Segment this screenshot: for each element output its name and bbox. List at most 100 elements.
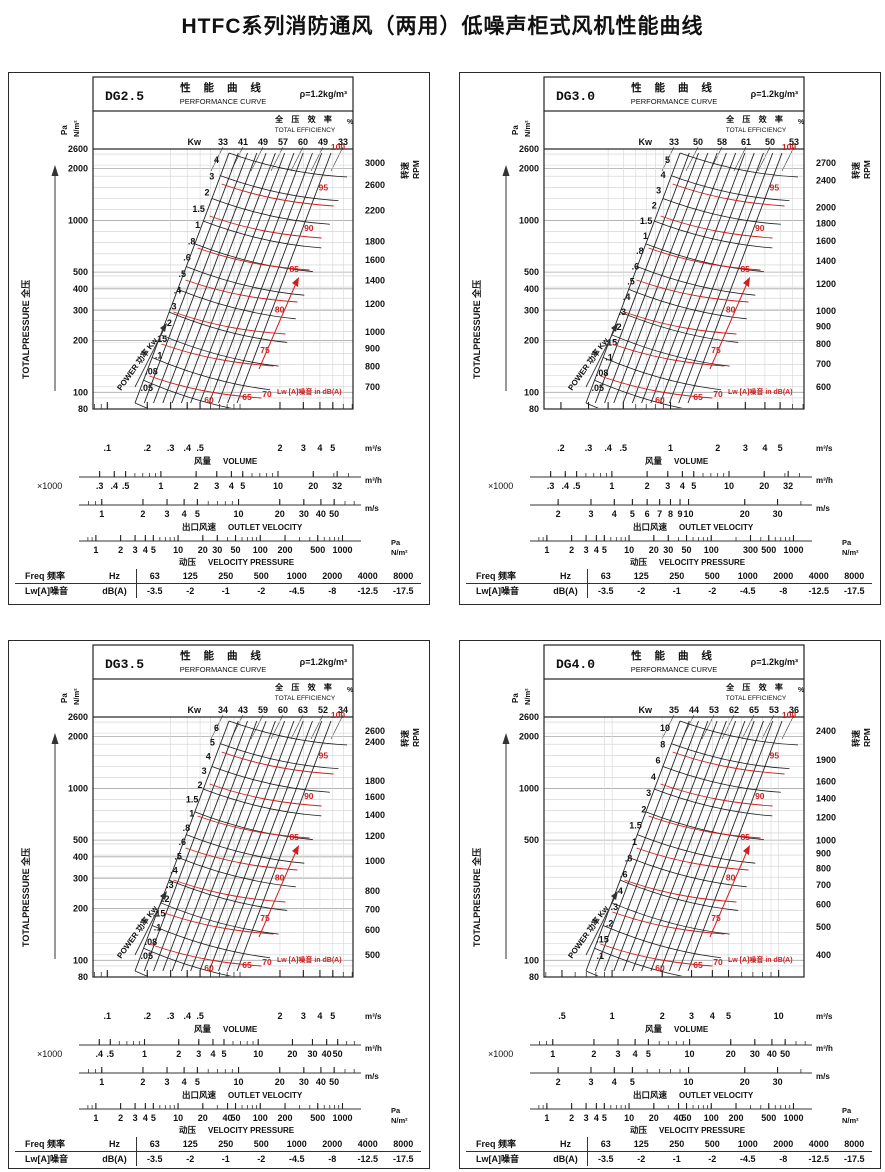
svg-text:500: 500 — [365, 950, 380, 960]
svg-text:2600: 2600 — [519, 712, 539, 722]
svg-text:.4: .4 — [96, 1049, 104, 1059]
svg-text:1: 1 — [550, 1049, 555, 1059]
svg-text:300: 300 — [743, 545, 758, 555]
svg-text:200: 200 — [729, 1113, 744, 1123]
svg-text:.4: .4 — [183, 1011, 191, 1021]
svg-text:2000: 2000 — [68, 732, 88, 742]
svg-text:20: 20 — [198, 545, 208, 555]
noise-correction-cell: -8 — [328, 586, 337, 596]
svg-text:43: 43 — [238, 705, 248, 715]
svg-text:5: 5 — [221, 1049, 226, 1059]
svg-text:10: 10 — [684, 509, 694, 519]
svg-text:5: 5 — [665, 155, 670, 165]
svg-text:30: 30 — [307, 1049, 317, 1059]
svg-text:5: 5 — [778, 443, 783, 453]
svg-text:.5: .5 — [620, 443, 628, 453]
svg-text:.4: .4 — [604, 443, 612, 453]
svg-text:1400: 1400 — [816, 793, 836, 803]
svg-text:2: 2 — [277, 1011, 282, 1021]
svg-text:10: 10 — [685, 1049, 695, 1059]
svg-text:57: 57 — [278, 137, 288, 147]
svg-text:20: 20 — [275, 1077, 285, 1087]
svg-text:85: 85 — [289, 832, 299, 842]
svg-text:5: 5 — [330, 1011, 335, 1021]
svg-text:出口风速: 出口风速 — [633, 522, 668, 532]
svg-text:m³/s: m³/s — [365, 1012, 382, 1021]
svg-text:200: 200 — [73, 336, 88, 346]
svg-text:.8: .8 — [636, 246, 644, 256]
svg-text:53: 53 — [709, 705, 719, 715]
svg-text:7: 7 — [657, 509, 662, 519]
svg-text:40: 40 — [322, 1049, 332, 1059]
svg-text:%: % — [798, 119, 805, 126]
svg-text:50: 50 — [231, 545, 241, 555]
svg-text:DG3.0: DG3.0 — [556, 89, 595, 104]
noise-correction-cell: -2 — [186, 586, 195, 596]
svg-text:1: 1 — [158, 481, 163, 491]
svg-text:Lw [A]噪音 in dB(A): Lw [A]噪音 in dB(A) — [728, 955, 793, 964]
noise-correction-cell: -12.5 — [357, 586, 378, 596]
svg-text:100: 100 — [782, 710, 796, 720]
svg-text:.2: .2 — [557, 443, 565, 453]
svg-text:1000: 1000 — [332, 545, 352, 555]
svg-text:1: 1 — [99, 1077, 104, 1087]
svg-text:1000: 1000 — [332, 1113, 352, 1123]
noise-lw-unit: dB(A) — [93, 1152, 137, 1166]
svg-text:OUTLET VELOCITY: OUTLET VELOCITY — [679, 1091, 754, 1100]
svg-text:.08: .08 — [145, 937, 158, 947]
svg-text:4: 4 — [612, 509, 617, 519]
svg-text:RPM: RPM — [862, 160, 872, 179]
svg-text:80: 80 — [529, 404, 539, 414]
svg-text:出口风速: 出口风速 — [182, 522, 217, 532]
svg-text:全 压 效 率: 全 压 效 率 — [274, 114, 335, 124]
noise-freq-cell: 8000 — [385, 1137, 421, 1152]
svg-text:3: 3 — [588, 1077, 593, 1087]
noise-correction-cell: -4.5 — [739, 1154, 756, 1164]
svg-text:ρ=1.2kg/m³: ρ=1.2kg/m³ — [751, 89, 798, 99]
noise-freq-cell: 125 — [623, 569, 659, 584]
svg-text:100: 100 — [331, 142, 345, 152]
axis-scales: .2.3.4.5 1 2 3 4 5 m³/s风量 VOLUME.3.4.5 1 2 3 4 5 10 20… — [488, 443, 859, 567]
svg-text:1: 1 — [544, 545, 549, 555]
svg-text:.4: .4 — [183, 443, 191, 453]
noise-correction-cell: -12.5 — [357, 1154, 378, 1164]
svg-text:POWER 功率 Kw: POWER 功率 Kw — [115, 335, 160, 392]
svg-text:m³/h: m³/h — [816, 476, 833, 485]
noise-freq-cell: 500 — [243, 569, 279, 584]
svg-text:1.5: 1.5 — [640, 216, 653, 226]
svg-text:4: 4 — [229, 481, 234, 491]
noise-correction-cell: -17.5 — [843, 1154, 865, 1164]
svg-text:200: 200 — [73, 904, 88, 914]
svg-text:VELOCITY PRESSURE: VELOCITY PRESSURE — [208, 1126, 295, 1135]
svg-text:1400: 1400 — [365, 810, 385, 820]
svg-text:60: 60 — [278, 705, 288, 715]
svg-text:1200: 1200 — [816, 279, 836, 289]
noise-freq-cell: 8000 — [836, 569, 872, 584]
svg-text:3: 3 — [616, 1049, 621, 1059]
noise-freq-cell: 1000 — [279, 1137, 315, 1152]
svg-text:动压: 动压 — [179, 1125, 197, 1135]
svg-text:59: 59 — [258, 705, 268, 715]
noise-lw-label: Lw[A]噪音 — [25, 586, 68, 596]
svg-text:1.5: 1.5 — [192, 204, 205, 214]
noise-correction-cell: -4.5 — [739, 586, 756, 596]
svg-text:34: 34 — [338, 705, 348, 715]
svg-text:出口风速: 出口风速 — [182, 1090, 217, 1100]
svg-text:800: 800 — [365, 886, 380, 896]
svg-text:52: 52 — [318, 705, 328, 715]
svg-text:2: 2 — [194, 481, 199, 491]
svg-text:5: 5 — [646, 1049, 651, 1059]
svg-text:转速: 转速 — [851, 161, 861, 179]
svg-text:VELOCITY PRESSURE: VELOCITY PRESSURE — [659, 558, 746, 567]
noise-correction-cell: -2 — [637, 1154, 646, 1164]
svg-text:2: 2 — [569, 545, 574, 555]
performance-chart-dg2-5: DG2.5 性 能 曲 线 PERFORMANCE CURVE ρ=1.2kg/m³ 全… — [8, 72, 430, 605]
svg-text:Pa: Pa — [60, 125, 69, 135]
svg-text:.1: .1 — [605, 353, 613, 363]
svg-text:.15: .15 — [155, 334, 168, 344]
svg-text:65: 65 — [242, 960, 252, 970]
svg-text:2: 2 — [197, 780, 202, 790]
svg-text:N/m²: N/m² — [842, 1116, 859, 1125]
svg-text:60: 60 — [204, 395, 214, 405]
svg-text:32: 32 — [783, 481, 793, 491]
